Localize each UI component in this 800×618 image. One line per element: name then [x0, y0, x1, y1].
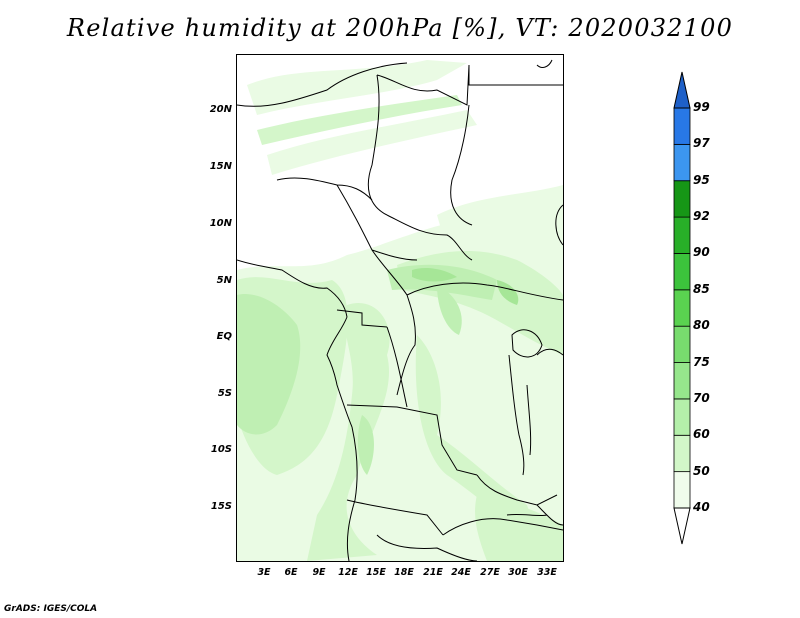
footer-credit: GrADS: IGES/COLA — [4, 604, 98, 614]
lon-label-27e: 27E — [480, 567, 500, 578]
colorbar-label: 80 — [693, 318, 710, 333]
colorbar-label: 92 — [693, 209, 710, 224]
colorbar-segment — [673, 180, 691, 218]
colorbar-label: 40 — [693, 500, 710, 514]
colorbar-blocks — [673, 107, 691, 509]
humidity-shading-70-75 — [412, 267, 519, 305]
colorbar-segment — [673, 289, 691, 327]
map-canvas — [237, 59, 563, 561]
lon-label-6e: 6E — [284, 567, 298, 578]
colorbar — [673, 71, 691, 545]
colorbar-segment — [673, 434, 691, 473]
lon-label-3e: 3E — [257, 567, 271, 578]
lon-label-30e: 30E — [508, 567, 528, 578]
colorbar-label: 60 — [693, 427, 710, 442]
colorbar-label: 50 — [693, 463, 710, 478]
lon-label-21e: 21E — [423, 567, 443, 578]
plot-title: Relative humidity at 200hPa [%], VT: 202… — [66, 14, 734, 42]
colorbar-segment — [673, 398, 691, 436]
colorbar-segment — [673, 471, 691, 509]
lat-label-10s: 10S — [210, 444, 232, 455]
lon-label-9e: 9E — [312, 567, 326, 578]
colorbar-segment — [673, 143, 691, 182]
lon-label-15e: 15E — [366, 567, 386, 578]
lon-label-12e: 12E — [338, 567, 358, 578]
lon-label-33e: 33E — [537, 567, 557, 578]
colorbar-top-arrow — [673, 71, 691, 109]
colorbar-label: 99 — [693, 100, 710, 114]
lat-label-15n: 15N — [209, 161, 232, 172]
colorbar-label: 90 — [693, 245, 710, 260]
colorbar-label: 97 — [693, 136, 710, 151]
country-borders — [237, 59, 563, 561]
colorbar-segment — [673, 362, 691, 400]
colorbar-bottom-arrow — [673, 507, 691, 545]
colorbar-segment — [673, 325, 691, 363]
colorbar-segment — [673, 216, 691, 254]
lat-label-15s: 15S — [210, 501, 232, 512]
lon-label-24e: 24E — [451, 567, 471, 578]
colorbar-label: 85 — [693, 281, 710, 296]
colorbar-label: 70 — [693, 390, 710, 405]
colorbar-label: 95 — [693, 172, 710, 187]
lat-label-20n: 20N — [209, 104, 232, 115]
map-panel — [236, 54, 564, 562]
lat-label-5n: 5N — [216, 275, 232, 286]
lat-label-eq: EQ — [216, 331, 232, 342]
colorbar-segment — [673, 253, 691, 291]
lat-label-10n: 10N — [209, 218, 232, 229]
colorbar-segment — [673, 107, 691, 145]
lat-label-5s: 5S — [217, 388, 232, 399]
colorbar-label: 75 — [693, 354, 710, 369]
lon-label-18e: 18E — [394, 567, 414, 578]
